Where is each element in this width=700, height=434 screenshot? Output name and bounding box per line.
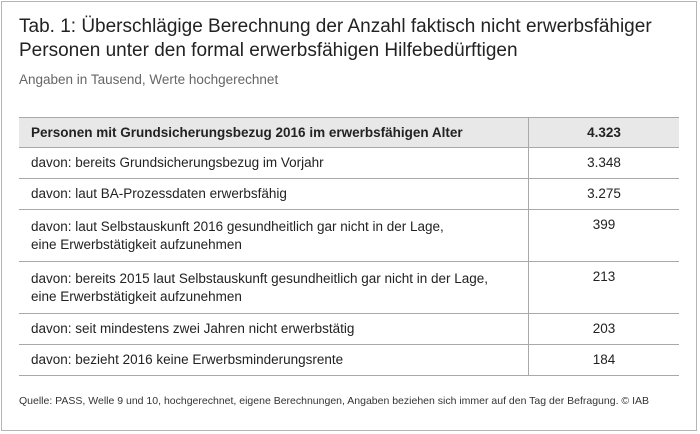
row-value-cell: 3.348 <box>528 147 679 179</box>
row-label-cell: davon: bereits 2015 laut Selbstauskunft … <box>19 261 529 314</box>
row-value-cell: 3.275 <box>528 178 679 210</box>
table-row: davon: laut Selbstauskunft 2016 gesundhe… <box>19 209 679 262</box>
row-label-line: eine Erwerbstätigkeit aufzunehmen <box>31 288 242 304</box>
table-header-row: Personen mit Grundsicherungsbezug 2016 i… <box>19 117 679 148</box>
row-label-line: eine Erwerbstätigkeit aufzunehmen <box>31 236 242 252</box>
row-value-cell: 213 <box>528 261 679 314</box>
table-row: davon: bezieht 2016 keine Erwerbsminderu… <box>19 344 679 376</box>
table-row: davon: bereits 2015 laut Selbstauskunft … <box>19 261 679 314</box>
table-row: davon: seit mindestens zwei Jahren nicht… <box>19 313 679 345</box>
row-label-line: davon: laut Selbstauskunft 2016 gesundhe… <box>31 218 444 234</box>
row-label-line: davon: bereits 2015 laut Selbstauskunft … <box>31 270 489 286</box>
row-label-cell: davon: laut Selbstauskunft 2016 gesundhe… <box>19 209 529 262</box>
row-label-cell: davon: bereits Grundsicherungsbezug im V… <box>19 147 529 179</box>
row-label-cell: davon: seit mindestens zwei Jahren nicht… <box>19 313 529 345</box>
row-label-cell: davon: laut BA-Prozessdaten erwerbsfähig <box>19 178 529 210</box>
data-table: Personen mit Grundsicherungsbezug 2016 i… <box>19 117 679 376</box>
row-value-cell: 203 <box>528 313 679 345</box>
table-row: davon: bereits Grundsicherungsbezug im V… <box>19 147 679 179</box>
table-subtitle: Angaben in Tausend, Werte hochgerechnet <box>19 72 279 87</box>
header-label-cell: Personen mit Grundsicherungsbezug 2016 i… <box>19 117 529 148</box>
header-value-cell: 4.323 <box>528 117 679 148</box>
table-title: Tab. 1: Überschlägige Berechnung der Anz… <box>19 16 652 61</box>
row-value-cell: 399 <box>528 209 679 262</box>
table-row: davon: laut BA-Prozessdaten erwerbsfähig… <box>19 178 679 210</box>
row-value-cell: 184 <box>528 344 679 376</box>
row-label-cell: davon: bezieht 2016 keine Erwerbsminderu… <box>19 344 529 376</box>
source-note: Quelle: PASS, Welle 9 und 10, hochgerech… <box>19 395 649 407</box>
